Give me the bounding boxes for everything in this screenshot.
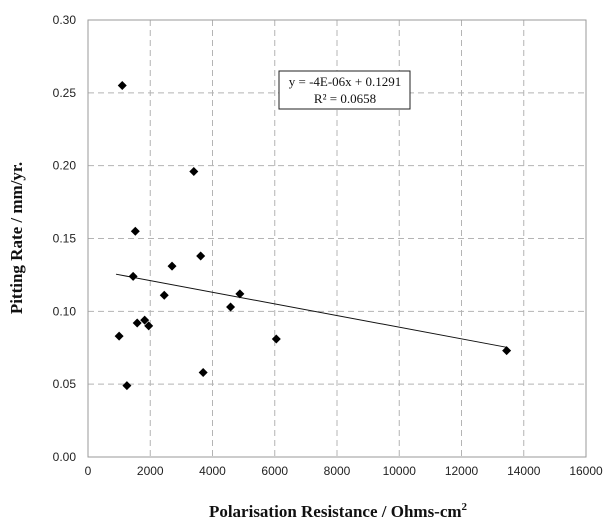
data-point [122,381,132,391]
data-point [130,226,140,236]
y-axis-ticks: 0.00 0.05 0.10 0.15 0.20 0.25 0.30 [53,13,77,464]
data-point [271,334,281,344]
x-axis-ticks: 0 2000 4000 6000 8000 10000 12000 14000 16000 [85,464,603,478]
data-point [502,346,512,356]
data-point [140,315,150,325]
y-axis-title: Pitting Rate / mm/yr. [7,162,26,314]
y-tick-label: 0.00 [53,450,77,464]
data-point [189,166,199,176]
data-point [144,321,154,331]
trendline-equation: y = -4E-06x + 0.1291 [289,74,402,89]
x-tick-label: 14000 [507,464,541,478]
x-tick-label: 10000 [383,464,417,478]
y-tick-label: 0.15 [53,232,77,246]
data-point [159,290,169,300]
r-squared-value: R² = 0.0658 [314,91,376,106]
x-tick-label: 0 [85,464,92,478]
data-point [226,302,236,312]
plot-area-border [87,19,587,458]
x-axis-title: Polarisation Resistance / Ohms-cm2 [209,501,468,521]
y-tick-label: 0.20 [53,159,77,173]
data-point [132,318,142,328]
y-tick-label: 0.05 [53,377,77,391]
data-point [235,289,245,299]
x-tick-label: 12000 [445,464,479,478]
equation-box-border [278,70,411,110]
x-axis-title-superscript: 2 [462,501,468,513]
linear-trendline [115,273,507,348]
x-tick-label: 6000 [261,464,288,478]
data-point [198,368,208,378]
x-axis-title-text: Polarisation Resistance / Ohms-cm [209,502,462,521]
y-tick-label: 0.25 [53,86,77,100]
data-point [117,81,127,91]
x-tick-label: 16000 [569,464,603,478]
x-tick-label: 4000 [199,464,226,478]
data-point [128,271,138,281]
data-point [114,331,124,341]
data-point [167,261,177,271]
trendline-equation-box: y = -4E-06x + 0.1291 R² = 0.0658 [278,70,411,110]
y-tick-label: 0.10 [53,304,77,318]
x-tick-label: 2000 [137,464,164,478]
y-tick-label: 0.30 [53,13,77,27]
data-points [114,81,512,391]
x-tick-label: 8000 [324,464,351,478]
data-point [196,251,206,261]
